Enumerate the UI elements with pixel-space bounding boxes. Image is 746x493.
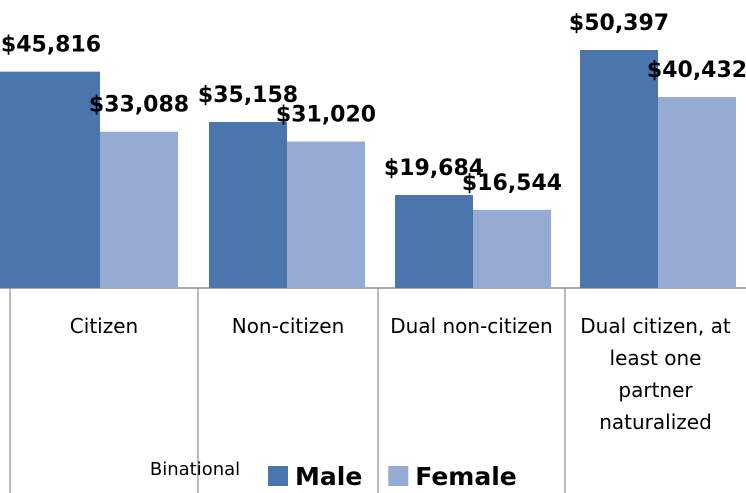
x-tick-label: Non-citizen <box>231 314 345 338</box>
bar <box>287 141 365 288</box>
bar <box>580 50 658 288</box>
legend-label: Female <box>415 462 516 491</box>
value-label: $33,088 <box>89 93 189 118</box>
value-label: $16,544 <box>462 171 562 196</box>
x-tick-label: Citizen <box>69 314 139 338</box>
value-label: $35,158 <box>198 83 298 108</box>
legend-swatch <box>268 466 288 486</box>
legend-label: Male <box>295 462 362 491</box>
x-axis-label: Binational <box>150 459 240 480</box>
x-tick-label: Dual non-citizen <box>390 314 553 338</box>
bar <box>100 131 178 288</box>
value-label: $45,816 <box>1 33 101 58</box>
value-label: $40,432 <box>647 58 746 83</box>
bar <box>473 209 551 288</box>
value-label: $31,020 <box>276 103 376 128</box>
value-label: $19,684 <box>384 156 484 181</box>
bar <box>658 97 736 288</box>
bar <box>395 195 473 288</box>
legend-swatch <box>388 466 409 486</box>
value-label: $50,397 <box>569 11 669 36</box>
bar <box>209 121 287 289</box>
bar <box>0 71 100 288</box>
x-tick-label: Dual citizen, at least one partner natur… <box>580 314 731 434</box>
